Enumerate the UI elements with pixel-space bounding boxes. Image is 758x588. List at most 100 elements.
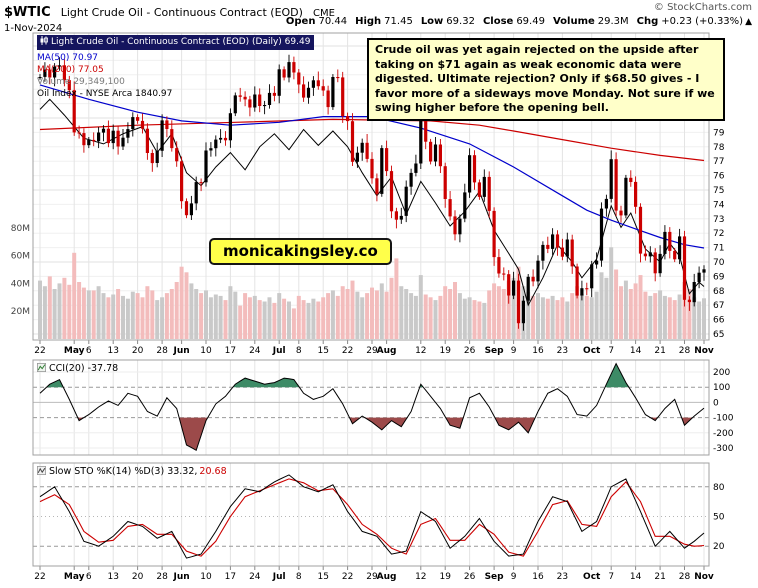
svg-text:Jul: Jul — [272, 346, 286, 356]
svg-text:28: 28 — [156, 346, 168, 356]
svg-text:100: 100 — [713, 383, 730, 393]
svg-text:0: 0 — [713, 398, 719, 408]
svg-text:22: 22 — [342, 346, 353, 356]
quote-value: 70.44 — [318, 16, 348, 27]
svg-text:24: 24 — [249, 572, 261, 582]
quote-label: Volume — [552, 16, 595, 27]
svg-text:72: 72 — [713, 229, 724, 239]
exchange-label: CME — [313, 8, 335, 19]
svg-text:8: 8 — [296, 572, 302, 582]
svg-text:-100: -100 — [713, 414, 734, 424]
legend-ma50: MA(50) 70.97 — [37, 53, 99, 63]
svg-text:70: 70 — [713, 258, 725, 268]
svg-text:80: 80 — [713, 483, 725, 493]
svg-text:20: 20 — [713, 542, 725, 552]
quote-value: 69.32 — [446, 16, 475, 27]
svg-text:20: 20 — [132, 572, 144, 582]
svg-text:May: May — [64, 346, 85, 356]
svg-text:10: 10 — [200, 572, 212, 582]
svg-text:26: 26 — [464, 572, 476, 582]
svg-text:23: 23 — [557, 346, 568, 356]
ticker-symbol: $WTIC — [4, 5, 51, 20]
quote-label: Open — [285, 16, 316, 27]
svg-text:65: 65 — [713, 330, 724, 340]
change-up-icon: ▲ — [745, 17, 752, 27]
svg-text:67: 67 — [713, 301, 724, 311]
svg-text:40M: 40M — [11, 279, 30, 289]
svg-text:Jul: Jul — [272, 572, 286, 582]
quote-row: Open 70.44 High 71.45 Low 69.32 Close 69.49 Volu… — [278, 16, 752, 27]
legend-volume: Volume 29,349,100 — [37, 77, 125, 87]
svg-text:14: 14 — [630, 346, 642, 356]
svg-text:16: 16 — [532, 572, 544, 582]
svg-text:12: 12 — [415, 346, 426, 356]
chart-header: $WTIC Light Crude Oil - Continuous Contr… — [0, 0, 758, 34]
svg-text:71: 71 — [713, 244, 724, 254]
svg-text:29: 29 — [366, 346, 378, 356]
svg-text:Nov: Nov — [694, 346, 714, 356]
chart-date: 1-Nov-2024 — [4, 23, 63, 34]
svg-text:Jun: Jun — [173, 572, 190, 582]
svg-text:73: 73 — [713, 215, 724, 225]
header-row-2: 1-Nov-2024 Open 70.44 High 71.45 Low 69.32 Clo… — [0, 16, 758, 34]
svg-text:19: 19 — [439, 572, 451, 582]
chart-title: Light Crude Oil - Continuous Contract (E… — [60, 6, 303, 19]
svg-text:-300: -300 — [713, 444, 734, 454]
svg-text:12: 12 — [415, 572, 426, 582]
svg-text:21: 21 — [654, 572, 665, 582]
svg-text:21: 21 — [654, 346, 665, 356]
indicator-icon — [37, 466, 46, 475]
svg-text:Nov: Nov — [694, 572, 714, 582]
svg-text:10: 10 — [200, 346, 212, 356]
svg-text:Aug: Aug — [377, 346, 397, 356]
copyright: © StockCharts.com — [653, 2, 752, 13]
svg-text:28: 28 — [679, 572, 691, 582]
svg-text:23: 23 — [557, 572, 568, 582]
svg-text:28: 28 — [679, 346, 691, 356]
legend-symbol-text: Light Crude Oil - Continuous Contract (E… — [51, 37, 311, 47]
svg-text:22: 22 — [34, 346, 45, 356]
price-legend: Light Crude Oil - Continuous Contract (E… — [37, 35, 315, 100]
svg-text:16: 16 — [532, 346, 544, 356]
cci-legend-text: CCI(20) -37.78 — [49, 363, 119, 374]
svg-text:Oct: Oct — [583, 572, 601, 582]
quote-value: 71.45 — [384, 16, 413, 27]
svg-text:50: 50 — [713, 513, 725, 523]
svg-text:22: 22 — [34, 572, 45, 582]
quote-label: Chg — [636, 16, 659, 27]
svg-text:13: 13 — [107, 346, 118, 356]
svg-text:77: 77 — [713, 157, 724, 167]
svg-text:17: 17 — [225, 346, 236, 356]
svg-text:26: 26 — [464, 346, 476, 356]
svg-text:Sep: Sep — [485, 572, 505, 582]
svg-text:6: 6 — [86, 572, 92, 582]
quote-value: 69.49 — [516, 16, 545, 27]
svg-text:7: 7 — [608, 346, 614, 356]
svg-text:-200: -200 — [713, 429, 734, 439]
legend-ma200: MA(200) 77.05 — [37, 65, 104, 75]
indicator-icon — [37, 363, 46, 372]
legend-symbol-chip: Light Crude Oil - Continuous Contract (E… — [37, 35, 315, 50]
svg-text:Jun: Jun — [173, 346, 190, 356]
svg-text:66: 66 — [713, 316, 725, 326]
svg-text:29: 29 — [366, 572, 378, 582]
quote-value: +0.23 (+0.33%) — [661, 16, 744, 27]
svg-text:78: 78 — [713, 143, 725, 153]
svg-text:14: 14 — [630, 572, 642, 582]
svg-text:79: 79 — [713, 128, 725, 138]
legend-oil-index: Oil Index - NYSE Arca 1840.97 — [37, 89, 173, 99]
svg-text:68: 68 — [713, 287, 725, 297]
svg-text:200: 200 — [713, 368, 730, 378]
watermark-label: monicakingsley.co — [209, 238, 392, 265]
svg-text:8: 8 — [296, 346, 302, 356]
quote-label: Low — [420, 16, 444, 27]
analyst-annotation: Crude oil was yet again rejected on the … — [367, 38, 725, 121]
svg-text:19: 19 — [439, 346, 451, 356]
svg-text:76: 76 — [713, 172, 725, 182]
candlestick-icon — [40, 36, 48, 45]
quote-label: High — [355, 16, 382, 27]
svg-text:6: 6 — [86, 346, 92, 356]
svg-text:74: 74 — [713, 200, 725, 210]
svg-text:20M: 20M — [11, 307, 30, 317]
